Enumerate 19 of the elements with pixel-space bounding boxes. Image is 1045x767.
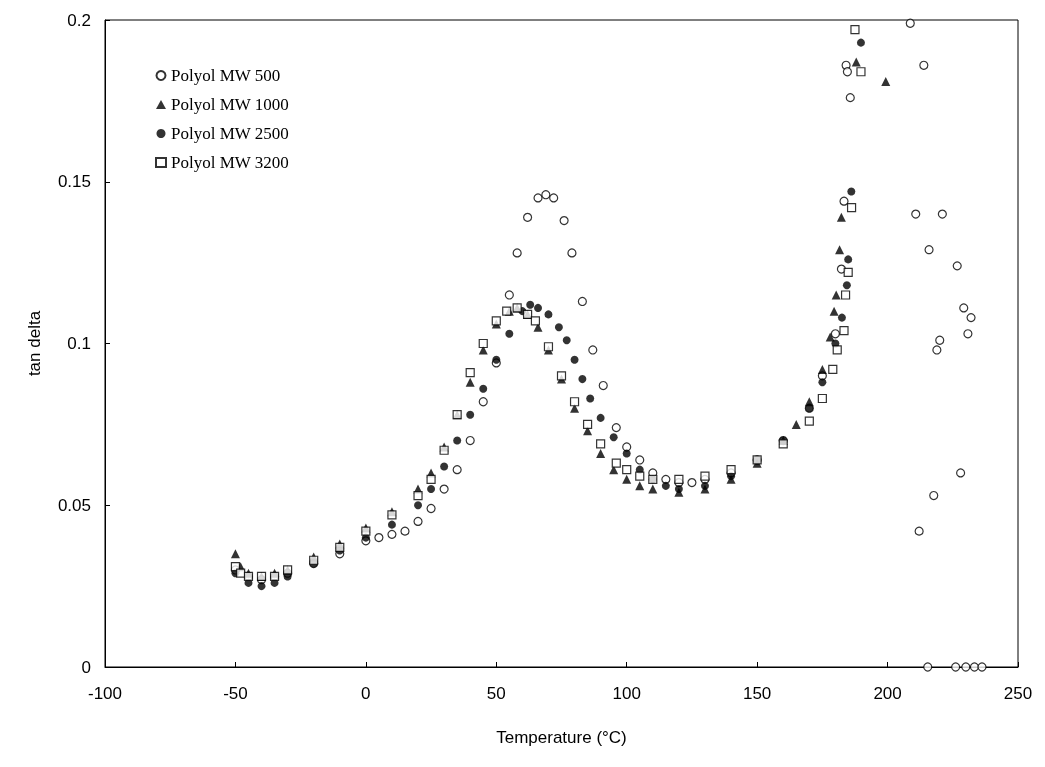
legend-label: Polyol MW 2500 [171,124,289,143]
x-tick-label: 150 [742,684,772,703]
x-tick-label: -50 [223,684,248,703]
y-tick-label: 0.2 [67,10,91,30]
y-tick-label: 0.1 [67,334,91,353]
x-tick-label: 200 [873,684,902,703]
x-tick-label: 100 [612,684,641,703]
x-tick-label: 0 [361,684,371,703]
legend-label: Polyol MW 3200 [171,153,289,172]
x-axis-title: Temperature (°C) [496,728,627,747]
y-axis-title: tan delta [25,310,44,377]
y-tick-label: 0 [81,657,91,677]
y-tick-label: 0.15 [57,172,91,192]
y-tick-label: 0.05 [57,495,91,515]
legend-label: Polyol MW 500 [171,66,281,85]
legend-label: Polyol MW 1000 [171,95,289,114]
x-tick-label: 50 [486,684,506,703]
x-tick-label: 250 [1003,684,1033,703]
x-tick-label: -100 [87,684,123,703]
